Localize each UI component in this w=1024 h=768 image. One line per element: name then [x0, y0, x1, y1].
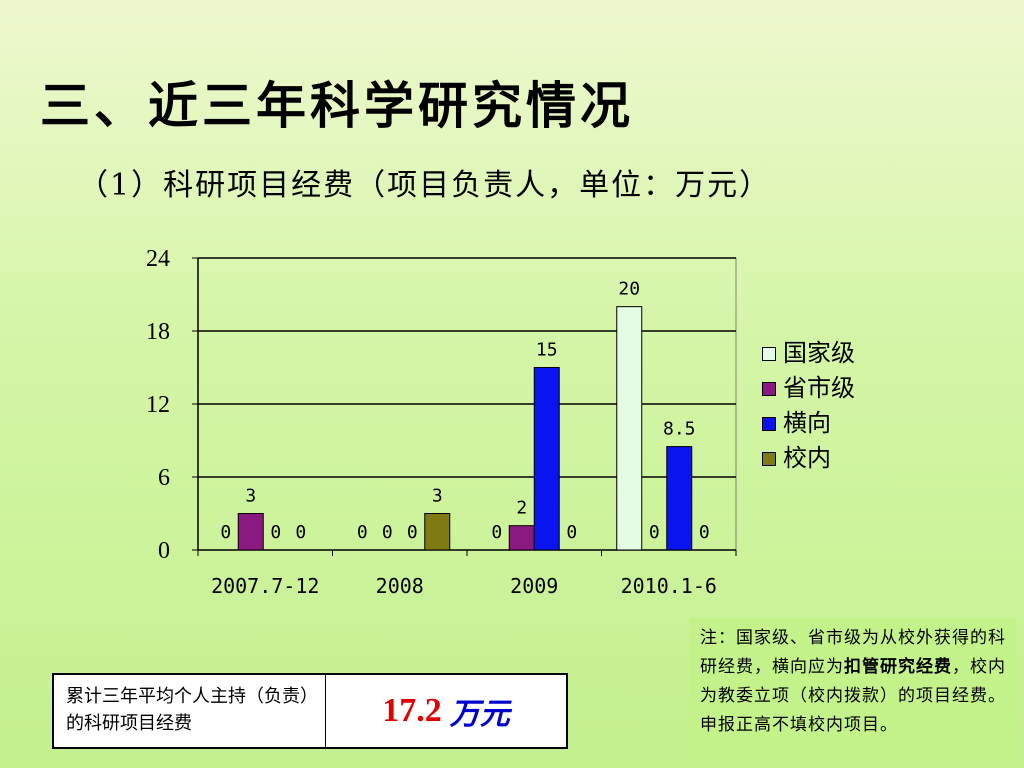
x-tick-label-1: 2008 [376, 574, 424, 598]
note-box: 注：国家级、省市级为从校外获得的科研经费，横向应为扣管研究经费，校内为教委立项（… [690, 618, 1016, 760]
note-text-2: ，校内为教委立项（校内拨款）的项目经费。申报正高不填校内项目。 [700, 657, 1006, 735]
summary-unit: 万元 [449, 697, 510, 732]
bar-1-3 [424, 513, 451, 551]
x-tick-label-2: 2009 [510, 574, 558, 598]
data-label-1-1: 0 [382, 522, 393, 543]
legend-label-horizontal: 横向 [783, 409, 831, 437]
legend-label-provincial: 省市级 [783, 374, 855, 402]
x-tick-label-3: 2010.1-6 [621, 574, 717, 598]
data-label-0-1: 3 [245, 486, 256, 507]
note-text-1: 注：国家级、省市级为从校外获得的科研经费，横向应为 [700, 628, 1006, 677]
y-tick-label-3: 18 [146, 319, 170, 345]
data-label-0-3: 0 [295, 522, 306, 543]
y-tick-label-0: 0 [158, 538, 170, 564]
legend-item-national: 国家级 [762, 336, 855, 371]
data-label-2-2: 15 [536, 340, 558, 361]
data-label-3-3: 0 [699, 522, 710, 543]
x-tick-label-0: 2007.7-12 [211, 574, 319, 598]
legend-label-national: 国家级 [783, 339, 855, 367]
page-title: 三、近三年科学研究情况 [40, 76, 634, 135]
summary-value: 17.2 [382, 692, 442, 729]
data-label-2-0: 0 [491, 522, 502, 543]
chart-legend: 国家级 省市级 横向 校内 [762, 336, 855, 476]
data-label-3-1: 0 [649, 522, 660, 543]
bar-3-2 [666, 446, 693, 551]
data-label-0-0: 0 [220, 522, 231, 543]
y-tick-label-2: 12 [146, 392, 170, 418]
data-label-0-2: 0 [270, 522, 281, 543]
data-label-1-0: 0 [357, 522, 368, 543]
bar-2-1 [508, 525, 535, 551]
legend-swatch-horizontal [762, 416, 776, 431]
legend-item-provincial: 省市级 [762, 371, 855, 406]
bar-2-2 [533, 367, 560, 551]
data-label-1-2: 0 [407, 522, 418, 543]
data-label-1-3: 3 [432, 486, 443, 507]
y-tick-label-4: 24 [146, 246, 170, 272]
bar-0-1 [237, 513, 264, 551]
data-label-2-1: 2 [516, 498, 527, 519]
legend-swatch-campus [762, 451, 776, 466]
y-tick-label-1: 6 [158, 465, 170, 491]
legend-swatch-national [762, 346, 776, 361]
summary-table: 累计三年平均个人主持（负责）的科研项目经费 17.2 万元 [52, 673, 568, 749]
note-text-bold: 扣管研究经费 [844, 657, 952, 677]
data-label-3-2: 8.5 [663, 419, 696, 440]
legend-label-campus: 校内 [783, 444, 831, 472]
page-subtitle: （1）科研项目经费（项目负责人，单位：万元） [78, 168, 772, 203]
data-label-3-0: 20 [618, 279, 640, 300]
legend-swatch-provincial [762, 381, 776, 396]
legend-item-horizontal: 横向 [762, 406, 855, 441]
summary-value-cell: 17.2 万元 [326, 675, 566, 747]
data-label-2-3: 0 [566, 522, 577, 543]
bar-3-0 [616, 306, 643, 551]
legend-item-campus: 校内 [762, 441, 855, 476]
summary-label: 累计三年平均个人主持（负责）的科研项目经费 [54, 675, 326, 747]
